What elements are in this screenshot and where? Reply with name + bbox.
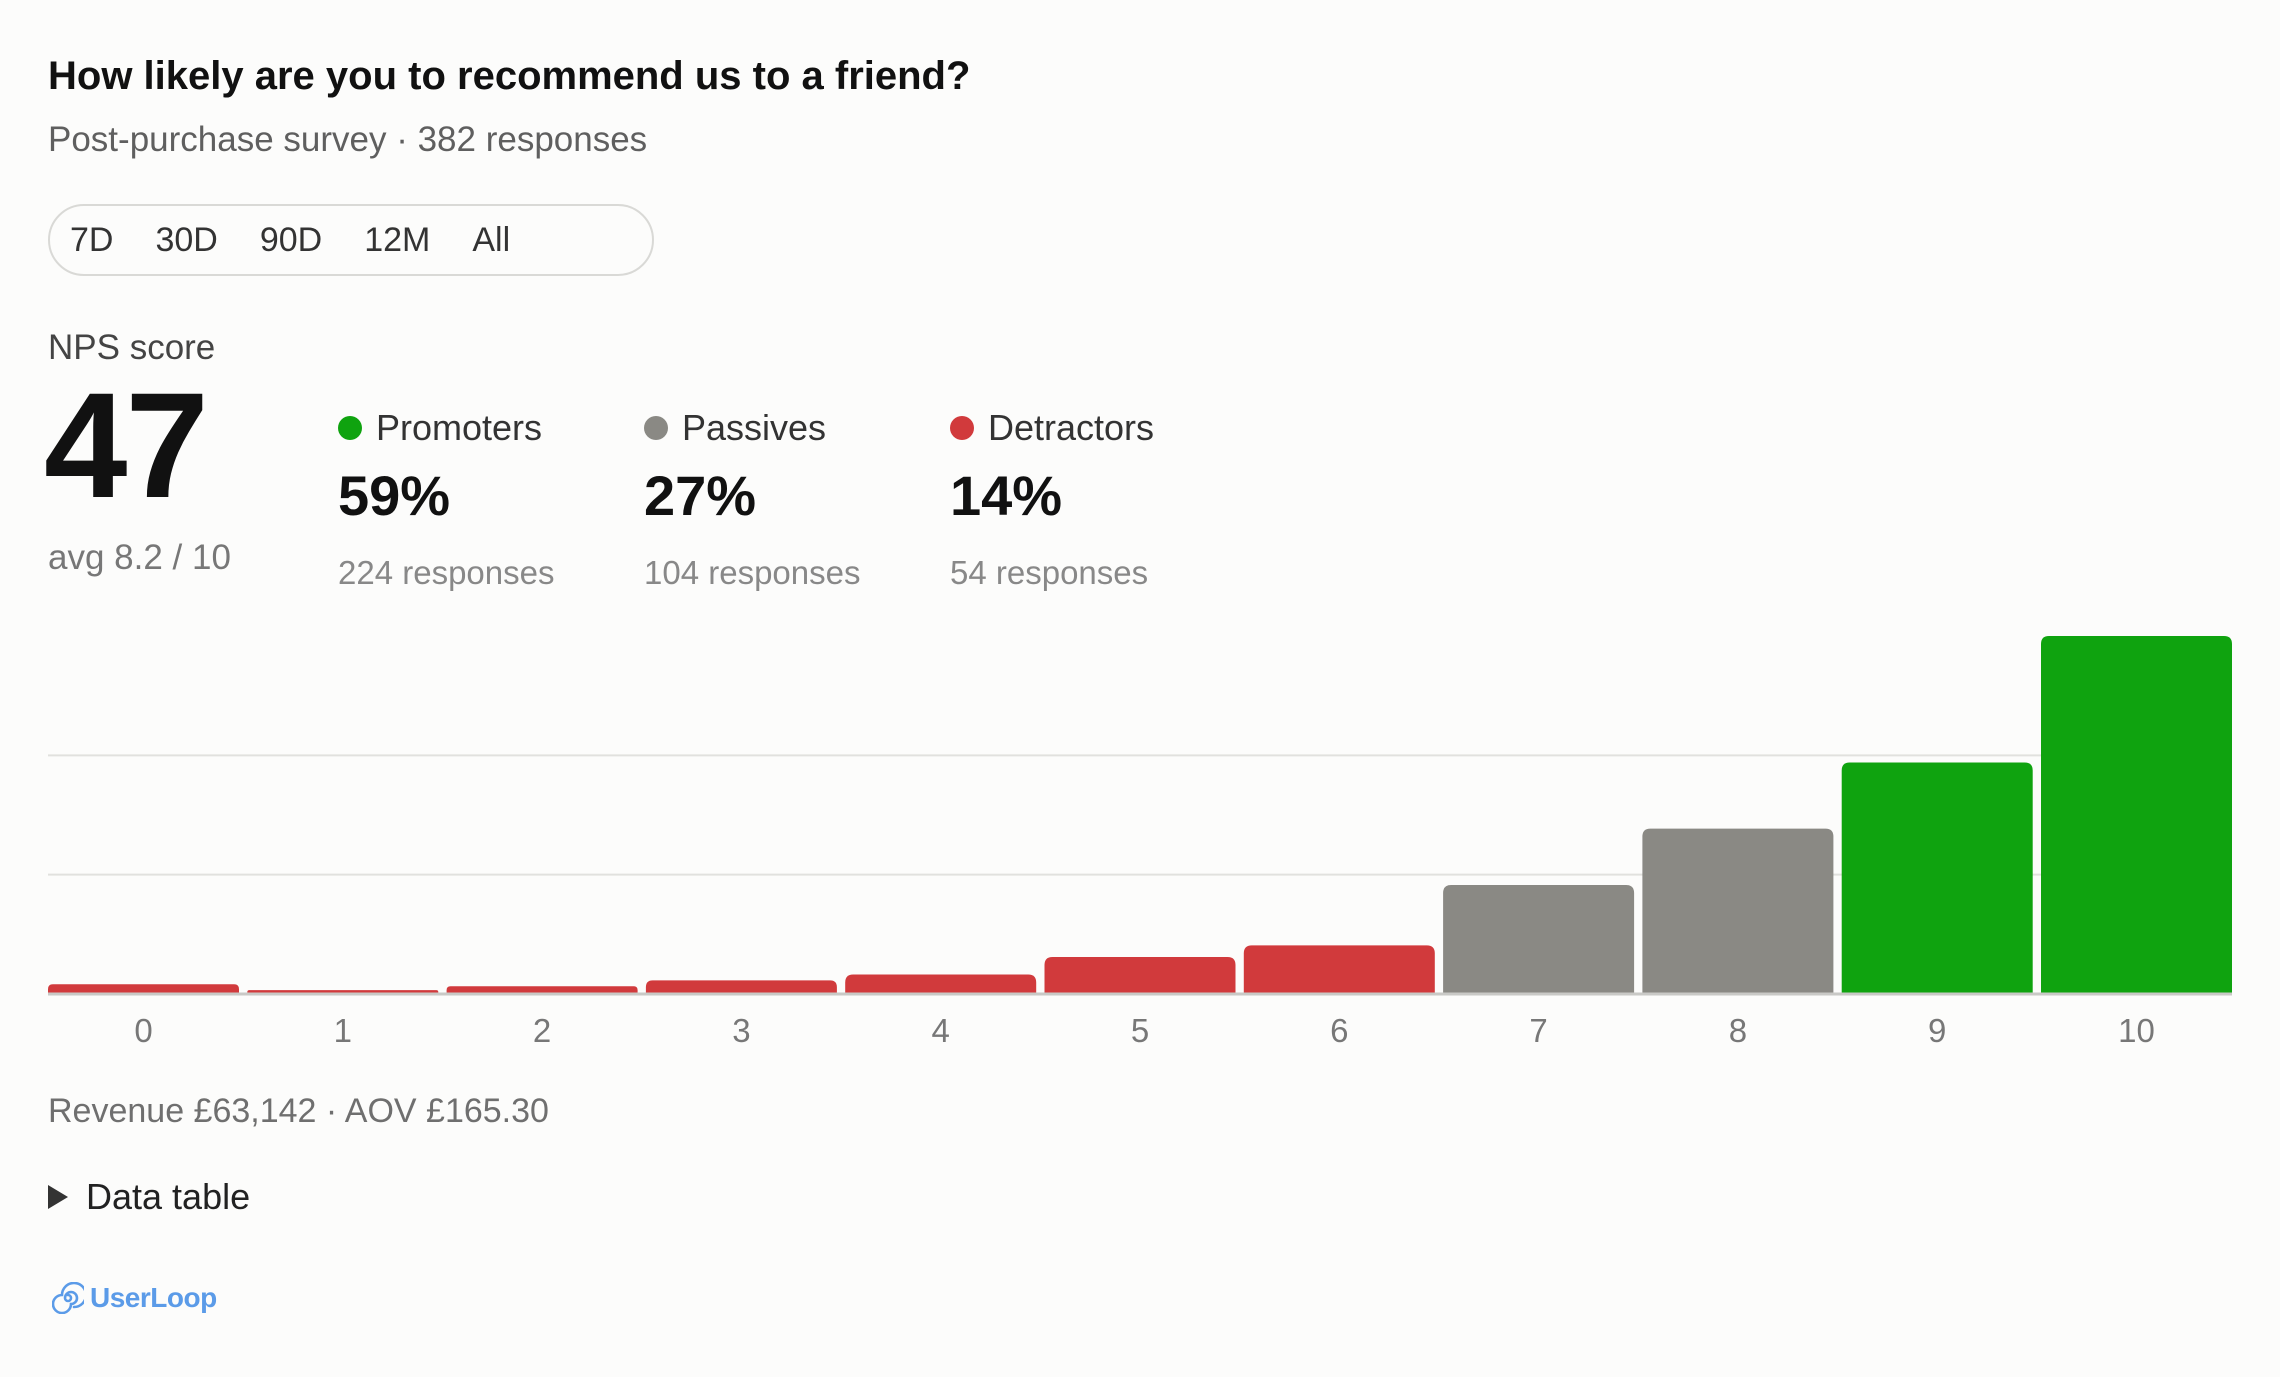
nps-label: NPS score <box>48 328 216 367</box>
segment-name: Detractors <box>988 407 1155 448</box>
nps-average: avg 8.2 / 10 <box>48 538 231 577</box>
x-tick-label: 10 <box>2118 1012 2155 1049</box>
promoters-dot-icon <box>338 416 362 440</box>
brand-name: UserLoop <box>90 1282 217 1313</box>
page-title: How likely are you to recommend us to a … <box>48 54 971 98</box>
segment-promoters: Promoters 59% 224 responses <box>338 407 555 592</box>
bar-score-9[interactable] <box>1841 762 2033 994</box>
bar-score-6[interactable] <box>1243 945 1435 994</box>
detractors-dot-icon <box>950 416 974 440</box>
segment-name: Passives <box>682 407 827 448</box>
x-tick-label: 1 <box>334 1012 352 1049</box>
bar-score-5[interactable] <box>1044 957 1236 994</box>
bar-score-3[interactable] <box>645 980 837 994</box>
bar-score-2[interactable] <box>446 986 638 994</box>
segment-responses: 104 responses <box>644 554 861 591</box>
data-table-toggle[interactable]: Data table <box>48 1176 250 1218</box>
bar-score-0[interactable] <box>48 984 239 994</box>
spiral-icon <box>52 1282 84 1314</box>
bar-score-7[interactable] <box>1443 885 1635 994</box>
bar-score-4[interactable] <box>845 974 1037 994</box>
segment-responses: 224 responses <box>338 554 555 591</box>
x-tick-label: 0 <box>134 1012 152 1049</box>
brand-logo[interactable]: UserLoop <box>52 1282 217 1314</box>
passives-dot-icon <box>644 416 668 440</box>
range-12m-button[interactable]: 12M <box>364 220 431 259</box>
data-table-label: Data table <box>86 1176 251 1217</box>
disclosure-triangle-icon <box>48 1185 68 1209</box>
x-tick-label: 8 <box>1729 1012 1747 1049</box>
segment-percent: 14% <box>950 464 1063 527</box>
revenue-summary: Revenue £63,142 · AOV £165.30 <box>48 1092 549 1130</box>
x-tick-label: 4 <box>932 1012 950 1049</box>
segment-detractors: Detractors 14% 54 responses <box>950 407 1155 592</box>
segment-percent: 27% <box>644 464 757 527</box>
segment-percent: 59% <box>338 464 451 527</box>
x-tick-label: 9 <box>1928 1012 1946 1049</box>
range-7d-button[interactable]: 7D <box>70 220 114 259</box>
segment-passives: Passives 27% 104 responses <box>644 407 861 592</box>
range-all-button[interactable]: All <box>472 220 511 259</box>
page-subtitle: Post-purchase survey · 382 responses <box>48 120 648 159</box>
bar-score-10[interactable] <box>2041 636 2232 994</box>
range-30d-button[interactable]: 30D <box>155 220 218 259</box>
x-tick-label: 5 <box>1131 1012 1149 1049</box>
segment-responses: 54 responses <box>950 554 1149 591</box>
x-tick-label: 6 <box>1330 1012 1348 1049</box>
time-range-selector: 7D 30D 90D 12M All <box>48 204 654 276</box>
nps-value: 47 <box>44 361 209 529</box>
range-90d-button[interactable]: 90D <box>259 220 323 259</box>
x-tick-label: 7 <box>1529 1012 1547 1049</box>
x-tick-label: 3 <box>732 1012 750 1049</box>
x-tick-label: 2 <box>533 1012 551 1049</box>
segment-name: Promoters <box>376 407 543 448</box>
bar-score-8[interactable] <box>1642 828 1834 994</box>
score-distribution-chart: 0 1 2 3 4 5 6 7 8 9 10 <box>48 636 2232 1049</box>
